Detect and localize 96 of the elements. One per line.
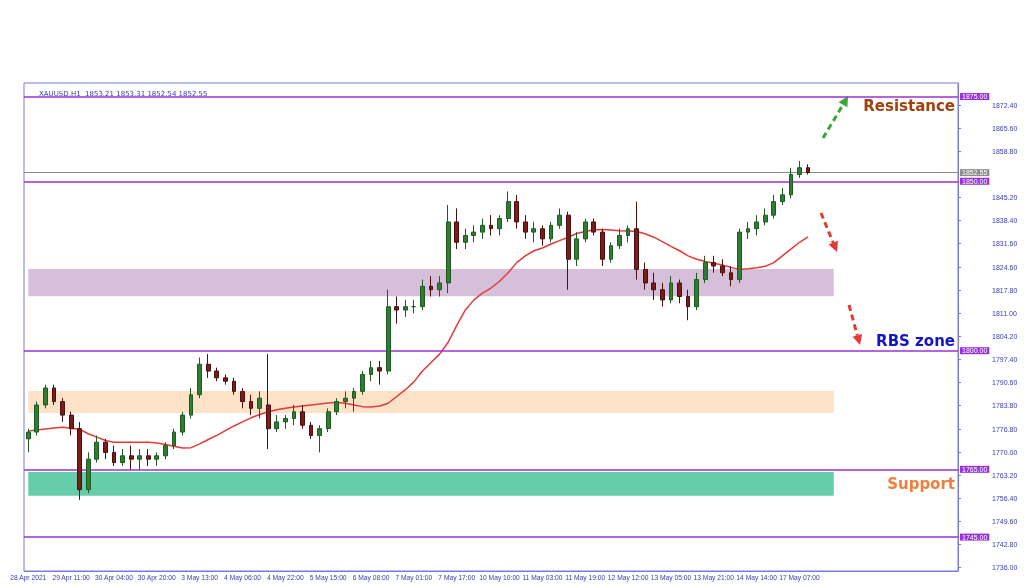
candlestick (583, 218, 588, 243)
candlestick (317, 424, 322, 453)
candlestick (214, 367, 219, 382)
candlestick (437, 275, 442, 297)
candlestick (566, 211, 571, 291)
candlestick (52, 384, 56, 406)
candlestick (720, 258, 725, 277)
candlestick (703, 255, 708, 284)
candlestick (643, 262, 648, 291)
candlestick (806, 163, 810, 175)
candlestick (711, 255, 716, 274)
candlestick (677, 279, 682, 304)
candlestick (557, 207, 562, 230)
candlestick (471, 224, 476, 243)
candlestick (309, 421, 313, 440)
candlestick (514, 194, 519, 230)
candlestick (197, 357, 202, 399)
candlestick (103, 438, 108, 460)
candlestick (77, 421, 82, 501)
candlestick (180, 411, 185, 436)
candlestick (300, 404, 305, 430)
candlestick (746, 221, 750, 240)
candlestick (360, 370, 365, 396)
candlestick (754, 214, 759, 236)
candlestick (549, 221, 553, 243)
candlestick (600, 228, 605, 267)
candlestick (531, 221, 536, 243)
annotation: RBS zone (876, 331, 955, 350)
candlestick (334, 397, 339, 416)
candlestick (343, 390, 348, 409)
candlestick (394, 296, 399, 325)
candlestick (86, 451, 91, 494)
candlestick (797, 160, 802, 179)
candlestick (26, 428, 31, 453)
candlestick (232, 377, 236, 396)
annotation: Support (887, 475, 955, 494)
candlestick (789, 167, 793, 199)
candlestick (189, 387, 193, 419)
candlestick (523, 214, 528, 240)
candlestick (771, 194, 776, 220)
candlestick (420, 279, 425, 311)
candlestick (506, 190, 511, 223)
candlestick (686, 289, 690, 321)
candlestick (34, 401, 39, 436)
candlestick (540, 224, 545, 247)
candlestick (617, 228, 622, 250)
candlestick (240, 387, 245, 409)
candlestick (154, 451, 159, 467)
line-series (27, 228, 809, 449)
candlestick (129, 445, 134, 470)
candlestick (669, 275, 673, 304)
candlestick (292, 404, 296, 426)
candlestick (763, 207, 768, 226)
candlestick (729, 265, 733, 287)
candlestick (223, 373, 228, 386)
candlestick (737, 228, 742, 284)
candlestick (112, 445, 116, 467)
candlestick (43, 384, 48, 409)
candlestick (403, 299, 408, 318)
annotation: Resistance (863, 96, 955, 115)
candlestick (146, 448, 151, 467)
candlestick (69, 411, 74, 436)
candlestick (780, 187, 785, 206)
candlestick (480, 218, 485, 240)
candlestick (626, 224, 630, 243)
candlestick (651, 272, 656, 301)
candlestick (137, 448, 142, 470)
candlestick (274, 414, 279, 433)
candlestick (369, 360, 373, 382)
candlestick (694, 272, 699, 311)
candlestick (591, 218, 596, 236)
candlestick (377, 360, 382, 386)
candlestick (172, 428, 176, 450)
candlestick (249, 394, 253, 416)
candlestick (411, 299, 416, 314)
candlestick (574, 231, 579, 267)
candlestick (429, 275, 433, 297)
candlestick (497, 214, 502, 236)
candlestick (352, 387, 356, 413)
candlestick (386, 289, 391, 375)
candlestick (94, 434, 99, 464)
candlestick (634, 201, 639, 281)
candlestick (283, 414, 288, 430)
candlestick (609, 241, 613, 264)
candlestick (257, 390, 262, 419)
candlestick (326, 407, 331, 433)
candlestick (163, 441, 168, 460)
candlestick (266, 353, 271, 450)
candlestick (454, 207, 459, 250)
candlestick (463, 228, 468, 250)
candlestick (60, 397, 65, 423)
candlestick (489, 214, 493, 236)
candlestick (206, 353, 211, 379)
candlestick (446, 204, 451, 294)
candlestick (120, 448, 125, 467)
candlestick (660, 282, 665, 308)
